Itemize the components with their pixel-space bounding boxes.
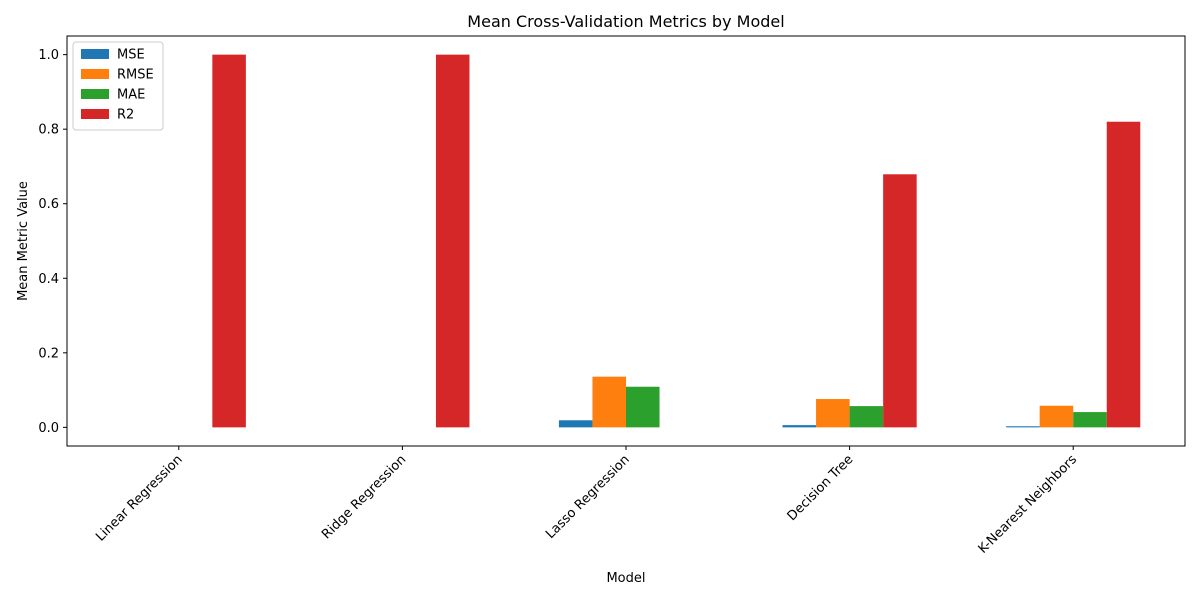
legend: MSE RMSE MAE R2 (72, 41, 164, 131)
legend-swatch-r2 (81, 109, 109, 119)
chart-title: Mean Cross-Validation Metrics by Model (467, 12, 784, 31)
bar-mse-decision-tree (782, 425, 817, 428)
legend-box (72, 41, 164, 131)
bar-mse-lasso-regression (558, 420, 593, 428)
y-tick-label: 0.6 (38, 197, 59, 212)
legend-swatch-mae (81, 89, 109, 99)
y-tick-label: 0.2 (38, 346, 59, 361)
bar-mae-lasso-regression (626, 386, 660, 428)
legend-label-rmse: RMSE (117, 68, 154, 83)
bar-rmse-k-nearest-neighbors (1039, 405, 1074, 428)
bar-mse-k-nearest-neighbors (1006, 426, 1040, 428)
bar-r2-linear-regression (212, 54, 246, 428)
bar-r2-ridge-regression (435, 54, 470, 428)
bar-r2-decision-tree (883, 174, 917, 428)
legend-label-mae: MAE (117, 88, 145, 103)
legend-label-mse: MSE (117, 48, 145, 63)
legend-swatch-rmse (81, 69, 109, 79)
y-tick-label: 1.0 (38, 48, 59, 63)
bar-rmse-lasso-regression (592, 376, 626, 428)
y-axis-label: Mean Metric Value (16, 181, 31, 301)
bars-layer (212, 54, 1141, 428)
bar-rmse-decision-tree (816, 399, 850, 428)
bar-mae-k-nearest-neighbors (1073, 412, 1107, 428)
y-tick-label: 0.8 (38, 123, 59, 138)
legend-label-r2: R2 (117, 108, 134, 123)
y-tick-label: 0.0 (38, 421, 59, 436)
legend-swatch-mse (81, 49, 109, 59)
bar-r2-k-nearest-neighbors (1106, 121, 1141, 428)
bar-mae-decision-tree (849, 406, 884, 428)
y-tick-label: 0.4 (38, 272, 59, 287)
x-axis-label: Model (606, 571, 645, 586)
